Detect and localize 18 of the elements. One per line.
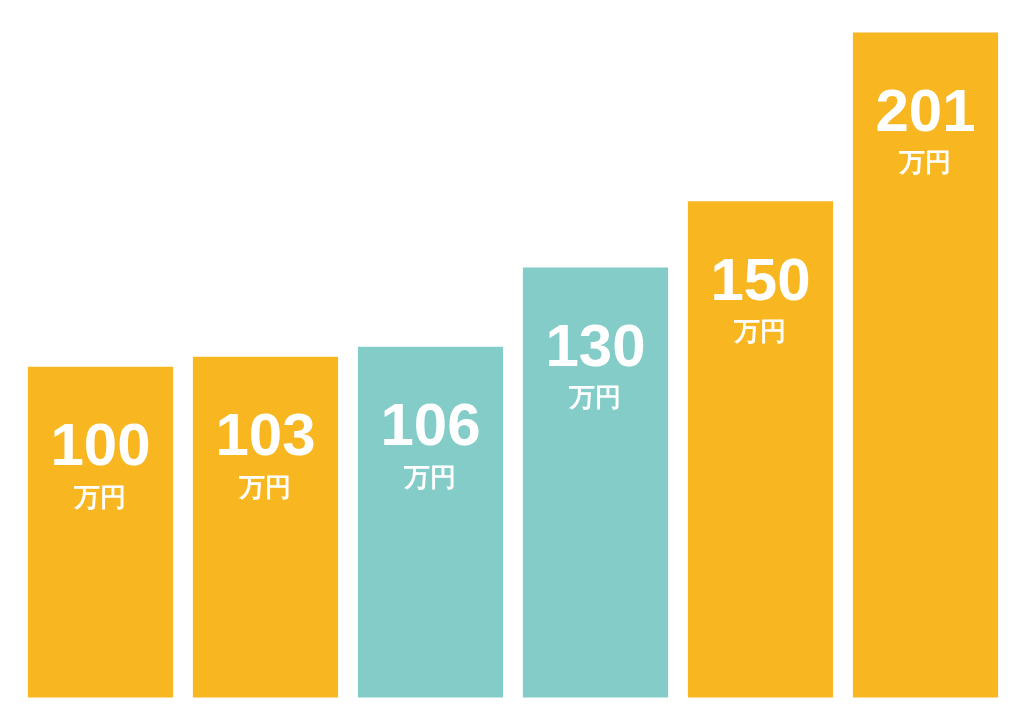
data-label: 100 bbox=[50, 411, 151, 479]
bar bbox=[522, 267, 669, 698]
data-label: 201 bbox=[875, 76, 976, 144]
annotation: 万円 bbox=[568, 382, 622, 413]
bar bbox=[357, 346, 504, 698]
annotation: 万円 bbox=[733, 316, 787, 347]
bar bbox=[27, 366, 174, 698]
data-label: 106 bbox=[380, 391, 481, 459]
annotation: 万円 bbox=[898, 147, 952, 178]
data-label: 150 bbox=[710, 245, 811, 313]
data-label: 103 bbox=[215, 401, 316, 469]
annotation: 万円 bbox=[403, 461, 457, 492]
data-label: 130 bbox=[545, 311, 646, 379]
bar bbox=[687, 201, 834, 698]
annotation: 万円 bbox=[73, 481, 127, 512]
bar bbox=[852, 32, 999, 698]
annotation: 万円 bbox=[238, 471, 292, 502]
bar bbox=[192, 356, 339, 698]
